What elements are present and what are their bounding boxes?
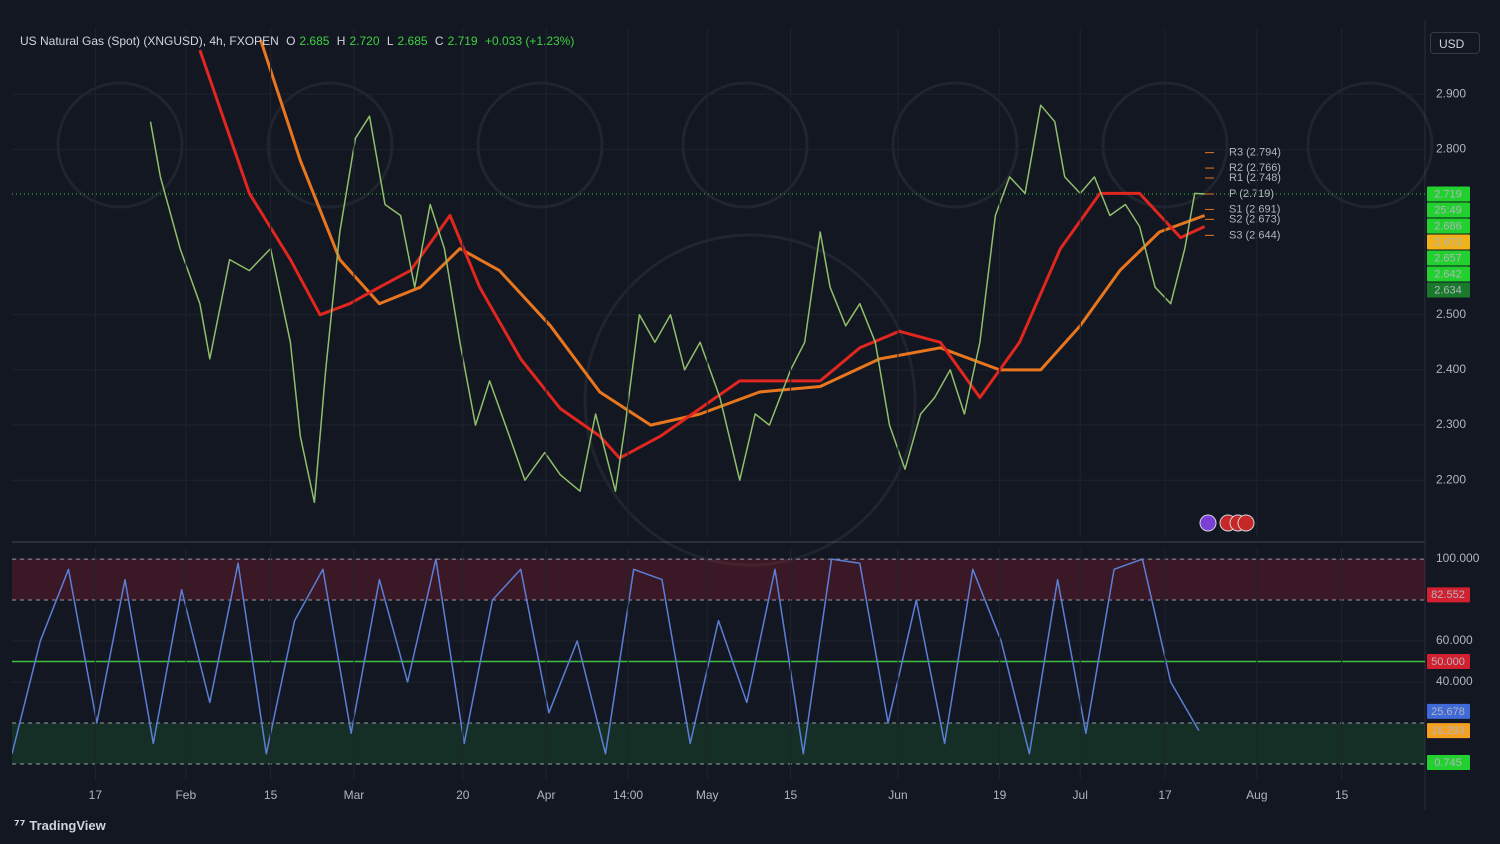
price-label-box bbox=[1427, 654, 1470, 670]
series-line bbox=[149, 104, 1205, 504]
pivot-label: S2 (2.673) bbox=[1229, 213, 1280, 225]
currency-button[interactable]: USD bbox=[1430, 32, 1480, 54]
pivot-label: S1 (2.691) bbox=[1229, 203, 1280, 215]
price-label-box bbox=[1427, 186, 1470, 202]
x-tick-label: 17 bbox=[89, 788, 103, 802]
price-change: +0.033 (+1.23%) bbox=[484, 34, 575, 48]
price-label-box bbox=[1427, 723, 1470, 739]
y-tick-label: 60.000 bbox=[1436, 633, 1473, 647]
x-tick-label: Jun bbox=[888, 788, 907, 802]
price-label: 25:49 bbox=[1434, 204, 1462, 216]
y-tick-label: 2.900 bbox=[1436, 86, 1466, 100]
price-label-box bbox=[1427, 266, 1470, 282]
x-tick-label: 15 bbox=[1335, 788, 1349, 802]
x-tick-label: Aug bbox=[1246, 788, 1267, 802]
ohlc-label: H bbox=[336, 34, 346, 48]
y-tick-label: 2.400 bbox=[1436, 362, 1466, 376]
oversold-band bbox=[12, 723, 1425, 765]
price-label: 2.634 bbox=[1434, 284, 1462, 296]
pivot-label: R3 (2.794) bbox=[1229, 147, 1281, 159]
pivot-label: S3 (2.644) bbox=[1229, 229, 1280, 241]
price-label-box bbox=[1427, 234, 1470, 250]
price-label-box bbox=[1427, 282, 1470, 298]
ohlc-label: O bbox=[286, 34, 296, 48]
x-tick-label: Apr bbox=[537, 788, 556, 802]
price-label: 2.673 bbox=[1434, 236, 1462, 248]
ohlc-value: 2.685 bbox=[299, 34, 330, 48]
price-label-box bbox=[1427, 218, 1470, 234]
event-icons bbox=[1199, 514, 1255, 532]
ohlc-value: 2.685 bbox=[397, 34, 428, 48]
x-tick-label: 15 bbox=[264, 788, 278, 802]
ohlc-label: C bbox=[434, 34, 444, 48]
price-label: 82.552 bbox=[1431, 589, 1465, 601]
ohlc-value: 2.719 bbox=[447, 34, 478, 48]
y-tick-label: 40.000 bbox=[1436, 674, 1473, 688]
y-tick-label: 2.800 bbox=[1436, 141, 1466, 155]
ohlc-label: L bbox=[386, 34, 394, 48]
pivot-label: P (2.719) bbox=[1229, 188, 1274, 200]
overbought-band bbox=[12, 559, 1425, 601]
symbol-header: US Natural Gas (Spot) (XNGUSD), 4h, FXOP… bbox=[20, 34, 578, 48]
ohlc-value: 2.720 bbox=[349, 34, 380, 48]
y-tick-label: 2.200 bbox=[1436, 472, 1466, 486]
price-label: 2.686 bbox=[1434, 220, 1462, 232]
series-line bbox=[259, 39, 1206, 427]
price-label-box bbox=[1427, 587, 1470, 603]
y-tick-label: 100.000 bbox=[1436, 551, 1480, 565]
pivot-label: R1 (2.748) bbox=[1229, 172, 1281, 184]
y-tick-label: 2.500 bbox=[1436, 307, 1466, 321]
x-tick-label: May bbox=[696, 788, 719, 802]
x-tick-label: 14:00 bbox=[613, 788, 643, 802]
pivot-label: R2 (2.766) bbox=[1229, 162, 1281, 174]
x-tick-label: Feb bbox=[175, 788, 196, 802]
price-label: 0.745 bbox=[1434, 757, 1462, 769]
pane bbox=[12, 558, 1425, 765]
x-tick-label: 20 bbox=[456, 788, 470, 802]
price-label: 50.000 bbox=[1431, 656, 1465, 668]
x-tick-label: 19 bbox=[993, 788, 1007, 802]
brand-name: TradingView bbox=[29, 818, 106, 833]
series-line bbox=[12, 558, 1200, 755]
pane bbox=[12, 39, 1425, 504]
series-line bbox=[198, 49, 1206, 460]
price-label: 25.678 bbox=[1431, 706, 1465, 718]
x-tick-label: Mar bbox=[344, 788, 365, 802]
x-tick-label: 17 bbox=[1158, 788, 1172, 802]
price-label-box bbox=[1427, 754, 1470, 770]
x-tick-label: Jul bbox=[1073, 788, 1088, 802]
brand: ⁷⁷ TradingView bbox=[14, 818, 106, 834]
y-tick-label: 2.300 bbox=[1436, 417, 1466, 431]
symbol-title: US Natural Gas (Spot) (XNGUSD), 4h, FXOP… bbox=[20, 34, 279, 48]
price-label: 2.642 bbox=[1434, 268, 1462, 280]
price-label-box bbox=[1427, 250, 1470, 266]
x-tick-label: 15 bbox=[784, 788, 798, 802]
price-label-box bbox=[1427, 703, 1470, 719]
price-label-box bbox=[1427, 202, 1470, 218]
price-label: 16.293 bbox=[1431, 725, 1465, 737]
price-label: 2.719 bbox=[1434, 188, 1462, 200]
price-label: 2.657 bbox=[1434, 252, 1462, 264]
